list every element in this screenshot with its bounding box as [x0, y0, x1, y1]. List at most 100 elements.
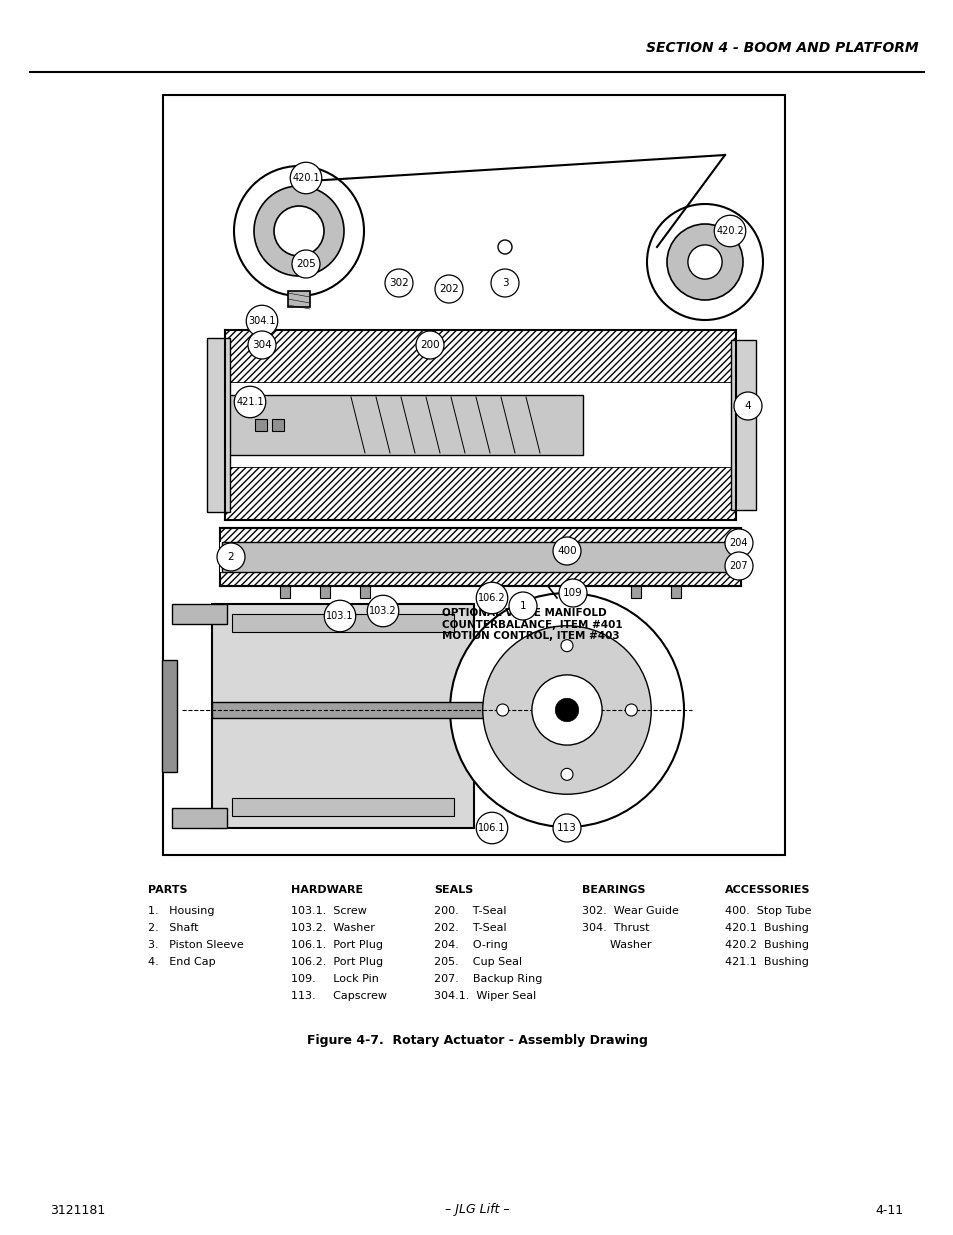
Circle shape [558, 579, 586, 606]
Text: 3121181: 3121181 [50, 1203, 105, 1216]
Text: 205.    Cup Seal: 205. Cup Seal [434, 957, 521, 967]
Bar [232, 798, 454, 816]
Text: 2.   Shaft: 2. Shaft [148, 923, 198, 932]
Text: – JLG Lift –: – JLG Lift – [444, 1203, 509, 1216]
Text: 304.1: 304.1 [248, 316, 275, 326]
Circle shape [497, 704, 508, 716]
Text: 200.    T-Seal: 200. T-Seal [434, 906, 506, 916]
Bar [207, 338, 230, 513]
Text: 400: 400 [557, 546, 577, 556]
Circle shape [560, 768, 573, 781]
Circle shape [248, 331, 275, 359]
Text: 420.1: 420.1 [292, 173, 319, 183]
Bar [730, 340, 755, 510]
Text: 304: 304 [252, 340, 272, 350]
Circle shape [246, 305, 277, 337]
Bar [225, 330, 735, 383]
Text: 103.2: 103.2 [369, 606, 396, 616]
Text: 1: 1 [519, 601, 526, 611]
Bar [220, 529, 740, 585]
Circle shape [324, 600, 355, 632]
Circle shape [497, 240, 512, 254]
Circle shape [292, 249, 319, 278]
Text: 106.2: 106.2 [477, 593, 505, 603]
Text: 103.1: 103.1 [326, 611, 354, 621]
Text: HARDWARE: HARDWARE [291, 885, 363, 895]
Text: 106.1: 106.1 [477, 823, 505, 832]
Text: BEARINGS: BEARINGS [581, 885, 645, 895]
Circle shape [724, 529, 752, 557]
Bar [288, 291, 310, 308]
Bar [172, 604, 227, 624]
Circle shape [367, 595, 398, 626]
Circle shape [450, 593, 683, 827]
Text: 4-11: 4-11 [875, 1203, 903, 1216]
Text: 109.     Lock Pin: 109. Lock Pin [291, 974, 378, 984]
Circle shape [234, 387, 266, 417]
Bar [319, 585, 330, 598]
Text: 109: 109 [562, 588, 582, 598]
Circle shape [416, 331, 443, 359]
Text: 4.   End Cap: 4. End Cap [148, 957, 215, 967]
Text: 113: 113 [557, 823, 577, 832]
Text: 4: 4 [744, 401, 751, 411]
Circle shape [687, 245, 721, 279]
Bar [630, 585, 640, 598]
Bar [272, 419, 284, 431]
Text: 103.1.  Screw: 103.1. Screw [291, 906, 367, 916]
Text: 200: 200 [419, 340, 439, 350]
Bar [162, 659, 177, 772]
Circle shape [509, 592, 537, 620]
Circle shape [555, 698, 578, 721]
Text: 205: 205 [295, 259, 315, 269]
Text: 304.  Thrust: 304. Thrust [581, 923, 649, 932]
Circle shape [385, 269, 413, 296]
Bar [227, 395, 582, 454]
Text: ACCESSORIES: ACCESSORIES [724, 885, 810, 895]
Text: PARTS: PARTS [148, 885, 187, 895]
Text: Figure 4-7.  Rotary Actuator - Assembly Drawing: Figure 4-7. Rotary Actuator - Assembly D… [306, 1034, 647, 1047]
Text: 207: 207 [729, 561, 747, 571]
Text: 420.1  Bushing: 420.1 Bushing [724, 923, 808, 932]
Circle shape [553, 814, 580, 842]
Circle shape [733, 391, 761, 420]
Text: 202: 202 [438, 284, 458, 294]
Circle shape [476, 582, 507, 614]
Bar [280, 585, 290, 598]
Bar [222, 542, 739, 572]
Text: 2: 2 [228, 552, 234, 562]
Bar [212, 604, 474, 827]
Bar [225, 467, 735, 520]
Text: 113.     Capscrew: 113. Capscrew [291, 990, 387, 1002]
Text: 400.  Stop Tube: 400. Stop Tube [724, 906, 811, 916]
Circle shape [560, 640, 573, 652]
Text: 1.   Housing: 1. Housing [148, 906, 214, 916]
Bar [254, 419, 267, 431]
Circle shape [553, 537, 580, 564]
Text: 302.  Wear Guide: 302. Wear Guide [581, 906, 679, 916]
Bar [220, 542, 740, 572]
Text: 3.   Piston Sleeve: 3. Piston Sleeve [148, 940, 243, 950]
Text: 420.2: 420.2 [716, 226, 743, 236]
Circle shape [724, 552, 752, 580]
Circle shape [290, 162, 321, 194]
Circle shape [532, 674, 601, 745]
Text: 103.2.  Washer: 103.2. Washer [291, 923, 375, 932]
Bar [670, 585, 680, 598]
Text: OPTIONAL VALVE MANIFOLD
COUNTERBALANCE, ITEM #401
MOTION CONTROL, ITEM #403: OPTIONAL VALVE MANIFOLD COUNTERBALANCE, … [441, 608, 622, 641]
Text: 421.1: 421.1 [236, 396, 264, 408]
Circle shape [646, 204, 762, 320]
Text: 204: 204 [729, 538, 747, 548]
Circle shape [435, 275, 462, 303]
Text: SEALS: SEALS [434, 885, 473, 895]
Text: 3: 3 [501, 278, 508, 288]
Text: 106.2.  Port Plug: 106.2. Port Plug [291, 957, 383, 967]
Circle shape [216, 543, 245, 571]
Circle shape [253, 186, 344, 275]
Circle shape [491, 269, 518, 296]
Bar [225, 383, 735, 467]
Text: 420.2  Bushing: 420.2 Bushing [724, 940, 808, 950]
Circle shape [666, 224, 742, 300]
Text: 207.    Backup Ring: 207. Backup Ring [434, 974, 542, 984]
Bar [172, 808, 227, 827]
